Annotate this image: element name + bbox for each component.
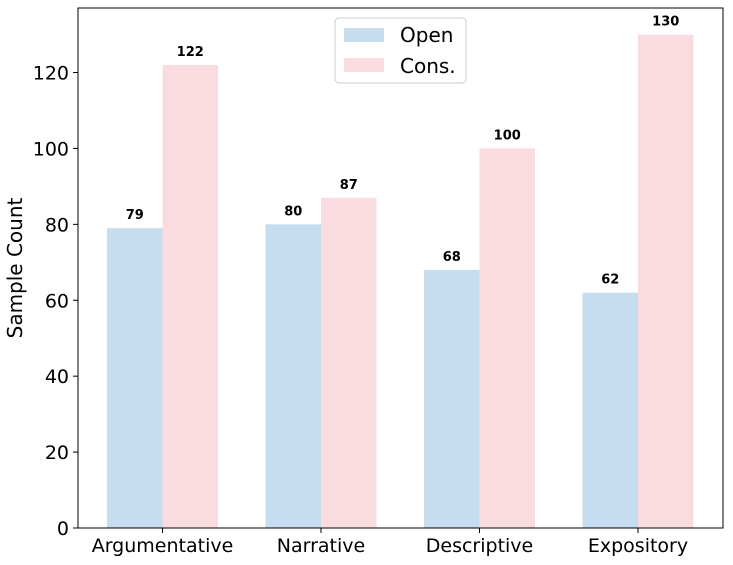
y-tick-label: 100 bbox=[33, 138, 69, 160]
y-tick-label: 40 bbox=[45, 366, 69, 388]
data-label: 62 bbox=[601, 273, 619, 288]
y-tick-label: 0 bbox=[57, 518, 69, 540]
data-labels-layer: 79 122 80 87 68 100 62 130 bbox=[126, 15, 680, 288]
bar-open-narrative bbox=[265, 224, 321, 528]
y-tick-label: 80 bbox=[45, 214, 69, 236]
y-axis-label: Sample Count bbox=[3, 197, 27, 338]
data-label: 80 bbox=[284, 204, 302, 219]
data-label: 79 bbox=[126, 208, 144, 223]
y-tick-label: 120 bbox=[33, 63, 69, 85]
data-label: 87 bbox=[340, 178, 358, 193]
legend-label-open: Open bbox=[400, 23, 453, 47]
bar-cons-argumentative bbox=[162, 64, 218, 529]
x-tick-label: Descriptive bbox=[426, 535, 533, 557]
bars-layer bbox=[107, 34, 694, 529]
data-label: 122 bbox=[177, 45, 204, 60]
legend: Open Cons. bbox=[334, 17, 467, 84]
bar-open-descriptive bbox=[424, 269, 480, 528]
bar-cons-expository bbox=[638, 34, 694, 529]
y-axis: 0 20 40 60 80 100 120 bbox=[33, 63, 78, 540]
data-label: 100 bbox=[494, 128, 521, 143]
legend-swatch-cons bbox=[344, 58, 384, 72]
data-label: 130 bbox=[652, 15, 679, 30]
x-tick-label: Argumentative bbox=[92, 535, 234, 557]
bar-open-expository bbox=[582, 292, 638, 528]
y-tick-label: 20 bbox=[45, 442, 69, 464]
legend-swatch-open bbox=[344, 28, 384, 42]
x-tick-label: Expository bbox=[588, 535, 688, 557]
y-tick-label: 60 bbox=[45, 290, 69, 312]
bar-cons-descriptive bbox=[479, 148, 535, 528]
legend-label-cons: Cons. bbox=[400, 54, 456, 78]
plot-frame bbox=[77, 7, 724, 529]
bar-open-argumentative bbox=[107, 228, 163, 528]
x-tick-label: Narrative bbox=[277, 535, 365, 557]
data-label: 68 bbox=[443, 250, 461, 265]
x-axis: Argumentative Narrative Descriptive Exposit… bbox=[92, 528, 688, 557]
bar-cons-narrative bbox=[321, 197, 377, 529]
